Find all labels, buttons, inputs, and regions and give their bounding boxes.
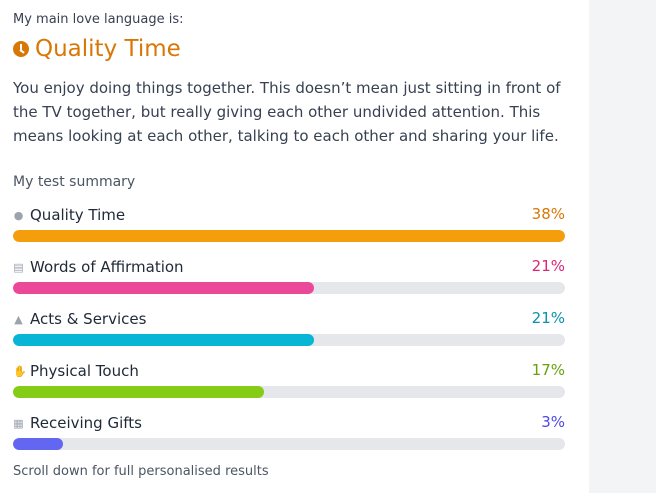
summary-label: Words of Affirmation <box>30 258 184 276</box>
summary-percent: 17% <box>531 361 565 379</box>
summary-heading: My test summary <box>13 174 136 190</box>
progress-fill <box>13 386 265 398</box>
chat-icon: ▤ <box>13 260 24 274</box>
main-language-description: You enjoy doing things together. This do… <box>13 79 561 145</box>
summary-row: ▲ Acts & Services 21% <box>13 309 565 346</box>
progress-fill <box>13 230 565 242</box>
results-card: My main love language is: Quality Time Y… <box>0 0 589 493</box>
gift-icon: ▦ <box>13 416 24 430</box>
summary-label: Quality Time <box>30 206 126 224</box>
intro-text: My main love language is: <box>13 12 184 27</box>
summary-row: ▤ Words of Affirmation 21% <box>13 257 565 294</box>
main-language-title: Quality Time <box>13 36 181 62</box>
progress-fill <box>13 438 63 450</box>
summary-label: Physical Touch <box>30 362 139 380</box>
side-panel <box>589 0 656 493</box>
summary-percent: 21% <box>531 257 565 275</box>
clock-icon <box>13 41 29 57</box>
summary-row: ▦ Receiving Gifts 3% <box>13 413 565 450</box>
summary-row: ✋ Physical Touch 17% <box>13 361 565 398</box>
progress-track <box>13 230 565 242</box>
hand-icon: ✋ <box>13 364 27 378</box>
progress-track <box>13 282 565 294</box>
clock-icon: ● <box>13 208 24 222</box>
summary-percent: 21% <box>531 309 565 327</box>
summary-row: ● Quality Time 38% <box>13 205 565 242</box>
scroll-hint: Scroll down for full personalised result… <box>13 464 269 479</box>
main-language-label: Quality Time <box>35 36 181 62</box>
summary-label: Acts & Services <box>30 310 147 328</box>
bell-icon: ▲ <box>14 312 23 326</box>
progress-track <box>13 334 565 346</box>
summary-percent: 38% <box>531 205 565 223</box>
summary-label: Receiving Gifts <box>30 414 142 432</box>
progress-fill <box>13 334 314 346</box>
summary-percent: 3% <box>541 413 565 431</box>
progress-track <box>13 438 565 450</box>
progress-fill <box>13 282 314 294</box>
progress-track <box>13 386 565 398</box>
